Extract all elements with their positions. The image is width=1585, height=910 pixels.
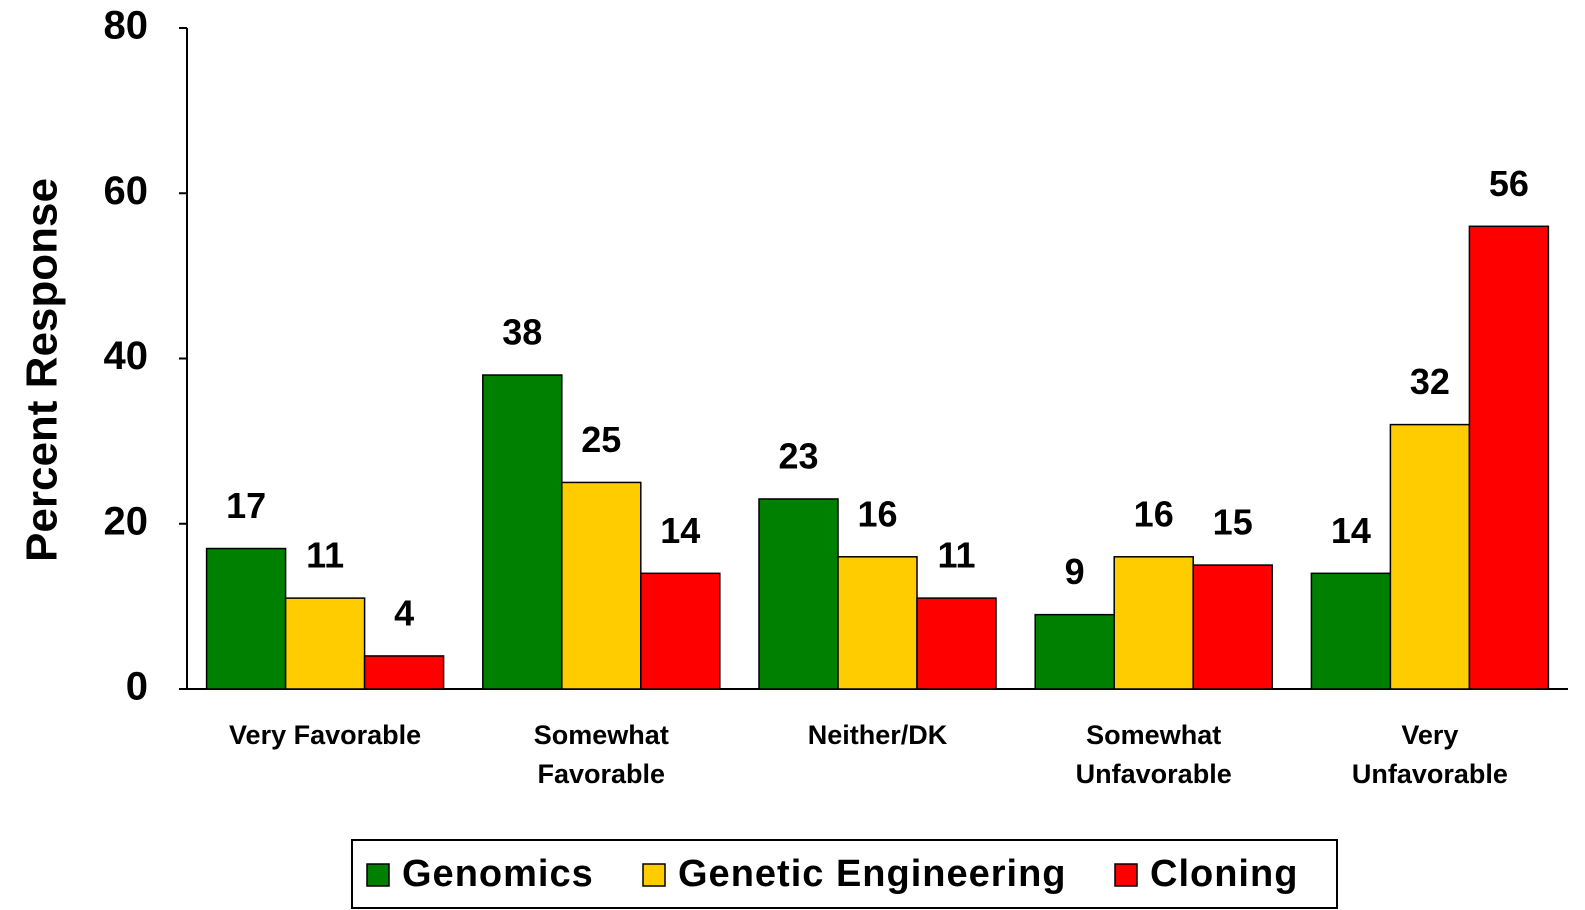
bar xyxy=(205,547,287,690)
data-label: 17 xyxy=(226,485,266,526)
data-label: 11 xyxy=(306,535,344,576)
legend-label: Cloning xyxy=(1150,853,1298,895)
bar xyxy=(561,481,642,690)
data-label: 16 xyxy=(857,493,897,534)
x-tick-label: Very Favorable xyxy=(229,720,421,750)
x-tick-label: Very xyxy=(1401,720,1458,750)
legend-swatch xyxy=(642,863,666,887)
data-label: 23 xyxy=(778,435,818,476)
legend-box xyxy=(351,839,1338,909)
data-label: 14 xyxy=(660,510,700,551)
bar xyxy=(916,597,997,690)
bar xyxy=(1468,225,1550,690)
x-tick-label: Somewhat xyxy=(1086,720,1221,750)
bar xyxy=(758,498,839,690)
data-label: 16 xyxy=(1134,493,1174,534)
legend-label: Genomics xyxy=(402,853,594,895)
y-tick-label: 80 xyxy=(104,4,149,48)
x-tick-label: Somewhat xyxy=(534,720,669,750)
y-tick-label: 20 xyxy=(104,499,149,543)
bar xyxy=(1113,556,1194,690)
data-label: 9 xyxy=(1065,551,1085,592)
y-tick-label: 40 xyxy=(104,334,149,378)
bar xyxy=(284,597,366,690)
data-label: 11 xyxy=(937,535,975,576)
y-axis-title: Percent Response xyxy=(18,178,67,562)
bar xyxy=(1192,564,1273,690)
data-label: 56 xyxy=(1489,163,1529,204)
data-label: 25 xyxy=(581,419,621,460)
bar xyxy=(1034,613,1115,690)
data-label: 15 xyxy=(1213,502,1253,543)
x-tick-label: Favorable xyxy=(538,759,666,789)
x-tick-label: Unfavorable xyxy=(1076,759,1232,789)
bar xyxy=(482,374,563,690)
legend-label: Genetic Engineering xyxy=(678,853,1067,895)
x-tick-label: Unfavorable xyxy=(1352,759,1508,789)
data-label: 14 xyxy=(1331,510,1371,551)
x-tick-label: Neither/DK xyxy=(808,720,948,750)
legend-swatch xyxy=(366,863,390,887)
y-tick-label: 0 xyxy=(126,665,148,709)
bar xyxy=(363,655,445,690)
bar xyxy=(1310,572,1392,690)
data-label: 4 xyxy=(394,592,414,633)
bar xyxy=(837,556,918,690)
data-label: 38 xyxy=(502,312,542,353)
legend-swatch xyxy=(1114,863,1138,887)
data-label: 32 xyxy=(1410,361,1450,402)
y-tick-label: 60 xyxy=(104,169,149,213)
bar xyxy=(640,572,721,690)
bar xyxy=(1389,423,1471,690)
